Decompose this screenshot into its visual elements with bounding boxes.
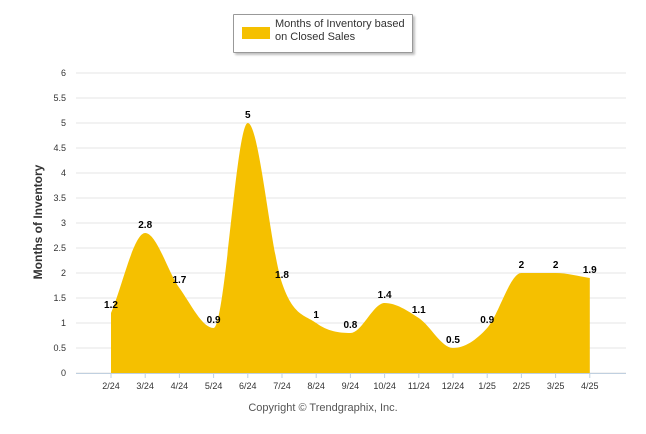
x-tick-label: 3/24 xyxy=(136,381,154,391)
x-tick-label: 4/24 xyxy=(171,381,189,391)
data-label: 1.2 xyxy=(104,300,118,311)
y-tick-label: 5 xyxy=(61,118,66,128)
data-label: 1.9 xyxy=(583,265,597,276)
legend: Months of Inventory based on Closed Sale… xyxy=(233,14,413,53)
x-tick-label: 12/24 xyxy=(442,381,465,391)
x-tick-label: 3/25 xyxy=(547,381,565,391)
y-axis-title: Months of Inventory xyxy=(31,164,45,279)
area-series-fill xyxy=(111,123,590,373)
data-label: 0.5 xyxy=(446,335,460,346)
x-tick-label: 8/24 xyxy=(307,381,325,391)
data-label: 5 xyxy=(245,110,251,121)
x-tick-label: 11/24 xyxy=(408,381,430,391)
data-label: 1 xyxy=(313,310,319,321)
y-tick-label: 2.5 xyxy=(53,243,66,253)
y-tick-label: 0 xyxy=(61,368,66,378)
y-tick-label: 3.5 xyxy=(53,193,66,203)
x-tick-label: 6/24 xyxy=(239,381,257,391)
y-tick-label: 1 xyxy=(61,318,66,328)
data-label: 1.7 xyxy=(172,275,186,286)
copyright-text: Copyright © Trendgraphix, Inc. xyxy=(248,402,398,414)
x-tick-label: 10/24 xyxy=(373,381,396,391)
legend-swatch xyxy=(242,27,270,39)
y-tick-label: 4.5 xyxy=(53,143,66,153)
y-tick-label: 5.5 xyxy=(53,93,66,103)
y-tick-label: 6 xyxy=(61,68,66,78)
x-tick-label: 9/24 xyxy=(342,381,360,391)
data-label: 1.8 xyxy=(275,270,289,281)
data-label: 0.8 xyxy=(343,320,357,331)
x-tick-label: 2/25 xyxy=(513,381,531,391)
data-label: 0.9 xyxy=(207,315,221,326)
data-label: 2 xyxy=(553,260,559,271)
data-label: 2 xyxy=(519,260,525,271)
legend-label-line2: on Closed Sales xyxy=(275,31,356,43)
x-tick-label: 2/24 xyxy=(102,381,120,391)
data-label: 2.8 xyxy=(138,220,152,231)
area-series xyxy=(111,123,590,373)
legend-label: Months of Inventory based on Closed Sale… xyxy=(275,18,405,44)
data-label: 0.9 xyxy=(480,315,494,326)
legend-label-line1: Months of Inventory based xyxy=(275,18,405,30)
y-tick-label: 0.5 xyxy=(53,343,66,353)
x-tick-label: 1/25 xyxy=(478,381,496,391)
data-label: 1.4 xyxy=(378,290,392,301)
data-label: 1.1 xyxy=(412,305,426,316)
x-axis: 2/24 3/24 4/24 5/24 6/24 7/24 8/24 9/24 10/24 11/… xyxy=(76,373,626,391)
y-tick-label: 4 xyxy=(61,168,66,178)
y-tick-label: 2 xyxy=(61,268,66,278)
data-labels: 1.2 2.8 1.7 0.9 5 1.8 1 0.8 1.4 1.1 0.5 0.9 2 2 1.9 xyxy=(104,110,597,346)
y-tick-label: 1.5 xyxy=(53,293,66,303)
y-tick-label: 3 xyxy=(61,218,66,228)
y-axis: 0 0.5 1 1.5 2 2.5 3 3.5 4 4.5 5 5.5 6 xyxy=(53,68,66,378)
x-tick-label: 7/24 xyxy=(273,381,291,391)
x-tick-label: 4/25 xyxy=(581,381,599,391)
x-tick-label: 5/24 xyxy=(205,381,223,391)
